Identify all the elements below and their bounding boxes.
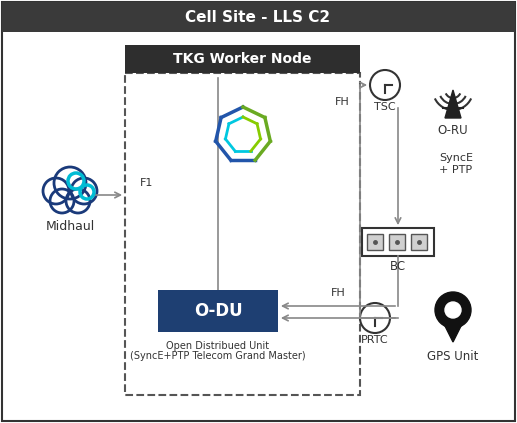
Circle shape [43,178,69,204]
Text: TSC: TSC [374,102,396,112]
Text: F1: F1 [140,178,154,188]
Polygon shape [445,90,461,118]
Text: PRTC: PRTC [361,335,389,345]
Circle shape [435,292,471,328]
Circle shape [370,70,400,100]
Circle shape [66,189,90,213]
Bar [158,290,278,332]
Circle shape [360,303,390,333]
Text: GPS Unit: GPS Unit [428,349,479,363]
Bar [125,45,360,73]
Text: (SyncE+PTP Telecom Grand Master): (SyncE+PTP Telecom Grand Master) [130,351,306,361]
Bar [389,234,405,250]
Bar [2,2,515,32]
Circle shape [445,302,461,318]
Text: SyncE
+ PTP: SyncE + PTP [439,153,473,175]
Text: O-RU: O-RU [438,124,468,137]
Text: O-DU: O-DU [194,302,242,320]
Text: Open Distribued Unit: Open Distribued Unit [166,341,269,351]
Text: TKG Worker Node: TKG Worker Node [173,52,312,66]
Circle shape [54,167,86,199]
Circle shape [50,189,74,213]
Bar [411,234,427,250]
Text: FH: FH [334,97,349,107]
Bar [362,228,434,256]
Bar [367,234,383,250]
Bar [125,73,360,395]
Text: Midhaul: Midhaul [45,220,95,233]
Text: FH: FH [331,288,345,298]
Text: Cell Site - LLS C2: Cell Site - LLS C2 [186,9,330,25]
Text: BC: BC [390,259,406,272]
Circle shape [71,178,97,204]
Polygon shape [442,320,464,342]
